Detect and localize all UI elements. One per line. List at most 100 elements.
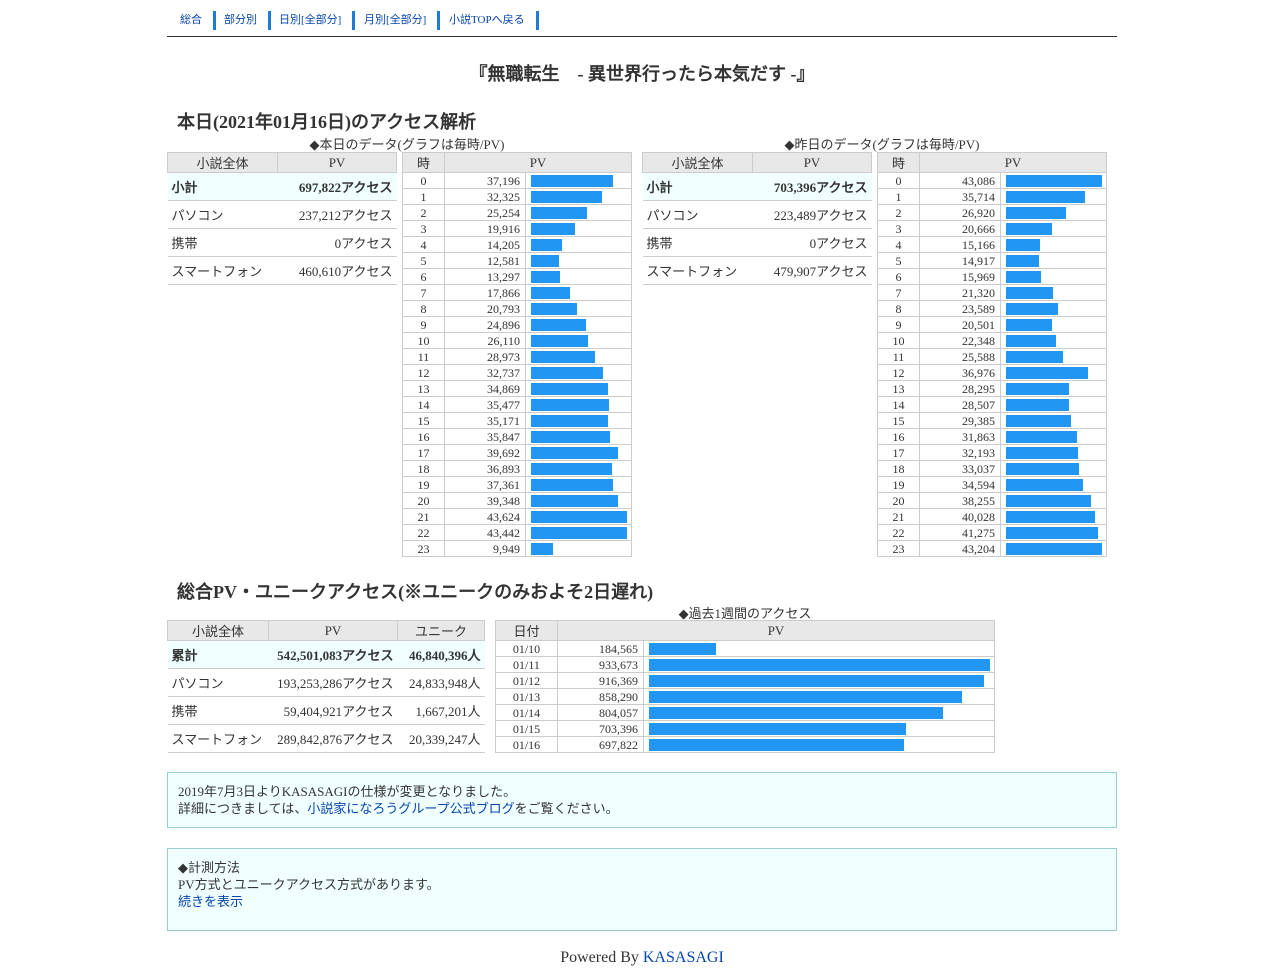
row-value: 703,396アクセス [752,172,872,201]
bar-cell [525,380,632,397]
bar-row: 13 28,295 [877,380,1107,397]
bar-cell [1000,476,1107,493]
bar-cell [1000,268,1107,285]
bar-cell [643,720,995,737]
bar-category-label: 9 [877,316,920,333]
bar-cell [1000,204,1107,221]
show-more-link[interactable]: 続きを表示 [178,894,244,909]
nav-link-monthly[interactable]: 月別[全部分] [353,11,441,30]
notice-text: をご覧ください。 [514,801,619,816]
nav-link-overview[interactable]: 総合 [169,11,216,30]
bar-category-label: 20 [402,492,445,509]
bar-cell [525,444,632,461]
nav-link-by-part[interactable]: 部分別 [213,11,271,30]
bar-cell [525,476,632,493]
bar-category-label: 12 [402,364,445,381]
row-pv: 289,842,876アクセス [268,724,398,753]
notice-line: 詳細につきましては、小説家になろうグループ公式ブログをご覧ください。 [178,800,1106,817]
bar [649,658,990,671]
row-pv: 542,501,083アクセス [268,640,398,669]
bar-row: 01/16 697,822 [495,736,995,753]
bar-category-label: 11 [877,348,920,365]
bar-row: 16 31,863 [877,428,1107,445]
bar-cell [1000,316,1107,333]
bar [531,334,588,347]
bar-row: 8 23,589 [877,300,1107,317]
bar-cell [525,412,632,429]
bar-category-label: 6 [402,268,445,285]
bar-row: 01/13 858,290 [495,688,995,705]
bar [531,382,608,395]
bar [1006,366,1088,379]
summary-row: 携帯 0アクセス [167,228,397,257]
bar-category-label: 14 [877,396,920,413]
nav-link-daily[interactable]: 日別[全部分] [268,11,356,30]
bar [1006,286,1053,299]
bar-cell [525,524,632,541]
summary-row: パソコン 193,253,286アクセス 24,833,948人 [167,668,485,697]
bar-value-label: 25,254 [444,204,526,221]
novel-title: 『無職転生 - 異世界行ったら本気だす -』 [469,64,815,84]
bar-cell [1000,348,1107,365]
bar-cell [1000,252,1107,269]
bar-category-label: 11 [402,348,445,365]
yesterday-hourly-table: 時 PV 0 43,086 1 35,714 2 26,920 3 20,666 4 15,166… [877,152,1107,557]
bar-category-label: 9 [402,316,445,333]
bar [1006,350,1063,363]
bar-cell [643,640,995,657]
bar-value-label: 9,949 [444,540,526,557]
bar-value-label: 12,581 [444,252,526,269]
row-label: パソコン [167,668,269,697]
bar-cell [643,656,995,673]
kasasagi-link[interactable]: KASASAGI [642,949,724,966]
bar-value-label: 28,295 [919,380,1001,397]
today-summary-table: 小説全体 PV 小計 697,822アクセス パソコン 237,212アクセス 携帯 0ア… [167,152,397,285]
bar [531,190,602,203]
bar-cell [1000,380,1107,397]
bar-row: 12 36,976 [877,364,1107,381]
bar-category-label: 13 [402,380,445,397]
bar-value-label: 20,501 [919,316,1001,333]
row-label: スマートフォン [167,256,278,285]
bar-cell [1000,460,1107,477]
bar [1006,270,1041,283]
page-container: 総合 部分別 日別[全部分] 月別[全部分] 小説TOPへ戻る 『無職転生 - … [167,0,1117,966]
bar [531,366,603,379]
bar-row: 15 35,171 [402,412,632,429]
bar-value-label: 35,171 [444,412,526,429]
row-value: 223,489アクセス [752,200,872,229]
bar-value-label: 858,290 [557,688,644,705]
bar-row: 7 17,866 [402,284,632,301]
bar-value-label: 32,737 [444,364,526,381]
bar-category-label: 3 [402,220,445,237]
bar [1006,206,1066,219]
col-header-date: 日付 [495,620,558,641]
bar-category-label: 3 [877,220,920,237]
bar-cell [525,540,632,557]
official-blog-link[interactable]: 小説家になろうグループ公式ブログ [307,801,515,816]
bar-category-label: 1 [402,188,445,205]
bar-category-label: 2 [402,204,445,221]
bar [1006,526,1098,539]
bar-category-label: 01/10 [495,640,558,657]
bar-category-label: 6 [877,268,920,285]
bar-value-label: 39,692 [444,444,526,461]
nav-link-novel-top[interactable]: 小説TOPへ戻る [438,11,539,30]
bar-category-label: 19 [402,476,445,493]
bar [531,206,587,219]
bar-category-label: 4 [402,236,445,253]
row-unique: 20,339,247人 [397,724,485,753]
bar-row: 20 38,255 [877,492,1107,509]
bar-category-label: 7 [877,284,920,301]
bar-row: 11 25,588 [877,348,1107,365]
bar-cell [643,704,995,721]
bar-row: 18 33,037 [877,460,1107,477]
col-header-hour: 時 [402,152,445,173]
bar-row: 7 21,320 [877,284,1107,301]
bar-category-label: 15 [402,412,445,429]
bar [531,478,613,491]
bar-row: 14 35,477 [402,396,632,413]
bar-cell [1000,364,1107,381]
bar-row: 23 43,204 [877,540,1107,557]
bar-cell [525,348,632,365]
